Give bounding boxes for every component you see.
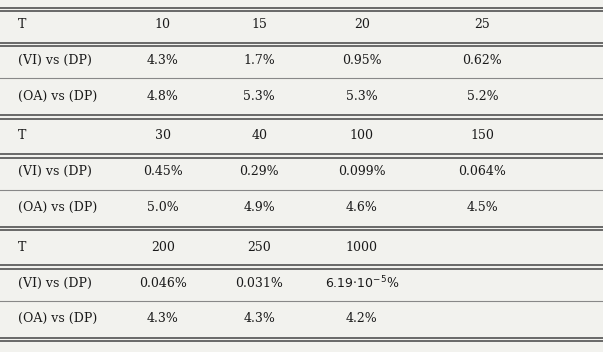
Text: 0.62%: 0.62% <box>463 54 502 67</box>
Text: 0.064%: 0.064% <box>458 165 507 178</box>
Text: 0.031%: 0.031% <box>235 277 283 289</box>
Text: T: T <box>18 18 27 31</box>
Text: 4.3%: 4.3% <box>244 313 275 325</box>
Text: 1.7%: 1.7% <box>244 54 275 67</box>
Text: 25: 25 <box>475 18 490 31</box>
Text: 5.3%: 5.3% <box>244 90 275 103</box>
Text: 5.2%: 5.2% <box>467 90 498 103</box>
Text: (VI) vs (DP): (VI) vs (DP) <box>18 277 92 289</box>
Text: 0.95%: 0.95% <box>342 54 382 67</box>
Text: 0.099%: 0.099% <box>338 165 385 178</box>
Text: 4.6%: 4.6% <box>346 201 377 214</box>
Text: 15: 15 <box>251 18 267 31</box>
Text: 4.3%: 4.3% <box>147 313 178 325</box>
Text: T: T <box>18 241 27 253</box>
Text: 4.8%: 4.8% <box>147 90 178 103</box>
Text: 1000: 1000 <box>346 241 378 253</box>
Text: 40: 40 <box>251 130 267 142</box>
Text: 150: 150 <box>470 130 494 142</box>
Text: (VI) vs (DP): (VI) vs (DP) <box>18 165 92 178</box>
Text: (VI) vs (DP): (VI) vs (DP) <box>18 54 92 67</box>
Text: 0.45%: 0.45% <box>143 165 183 178</box>
Text: 30: 30 <box>155 130 171 142</box>
Text: 0.046%: 0.046% <box>139 277 187 289</box>
Text: 4.5%: 4.5% <box>467 201 498 214</box>
Text: T: T <box>18 130 27 142</box>
Text: 10: 10 <box>155 18 171 31</box>
Text: (OA) vs (DP): (OA) vs (DP) <box>18 90 97 103</box>
Text: 4.2%: 4.2% <box>346 313 377 325</box>
Text: 4.9%: 4.9% <box>244 201 275 214</box>
Text: 4.3%: 4.3% <box>147 54 178 67</box>
Text: (OA) vs (DP): (OA) vs (DP) <box>18 313 97 325</box>
Text: 200: 200 <box>151 241 175 253</box>
Text: 5.0%: 5.0% <box>147 201 178 214</box>
Text: $6.19{\cdot}10^{-5}$%: $6.19{\cdot}10^{-5}$% <box>324 275 399 291</box>
Text: 20: 20 <box>354 18 370 31</box>
Text: 0.29%: 0.29% <box>239 165 279 178</box>
Text: 100: 100 <box>350 130 374 142</box>
Text: 5.3%: 5.3% <box>346 90 377 103</box>
Text: (OA) vs (DP): (OA) vs (DP) <box>18 201 97 214</box>
Text: 250: 250 <box>247 241 271 253</box>
